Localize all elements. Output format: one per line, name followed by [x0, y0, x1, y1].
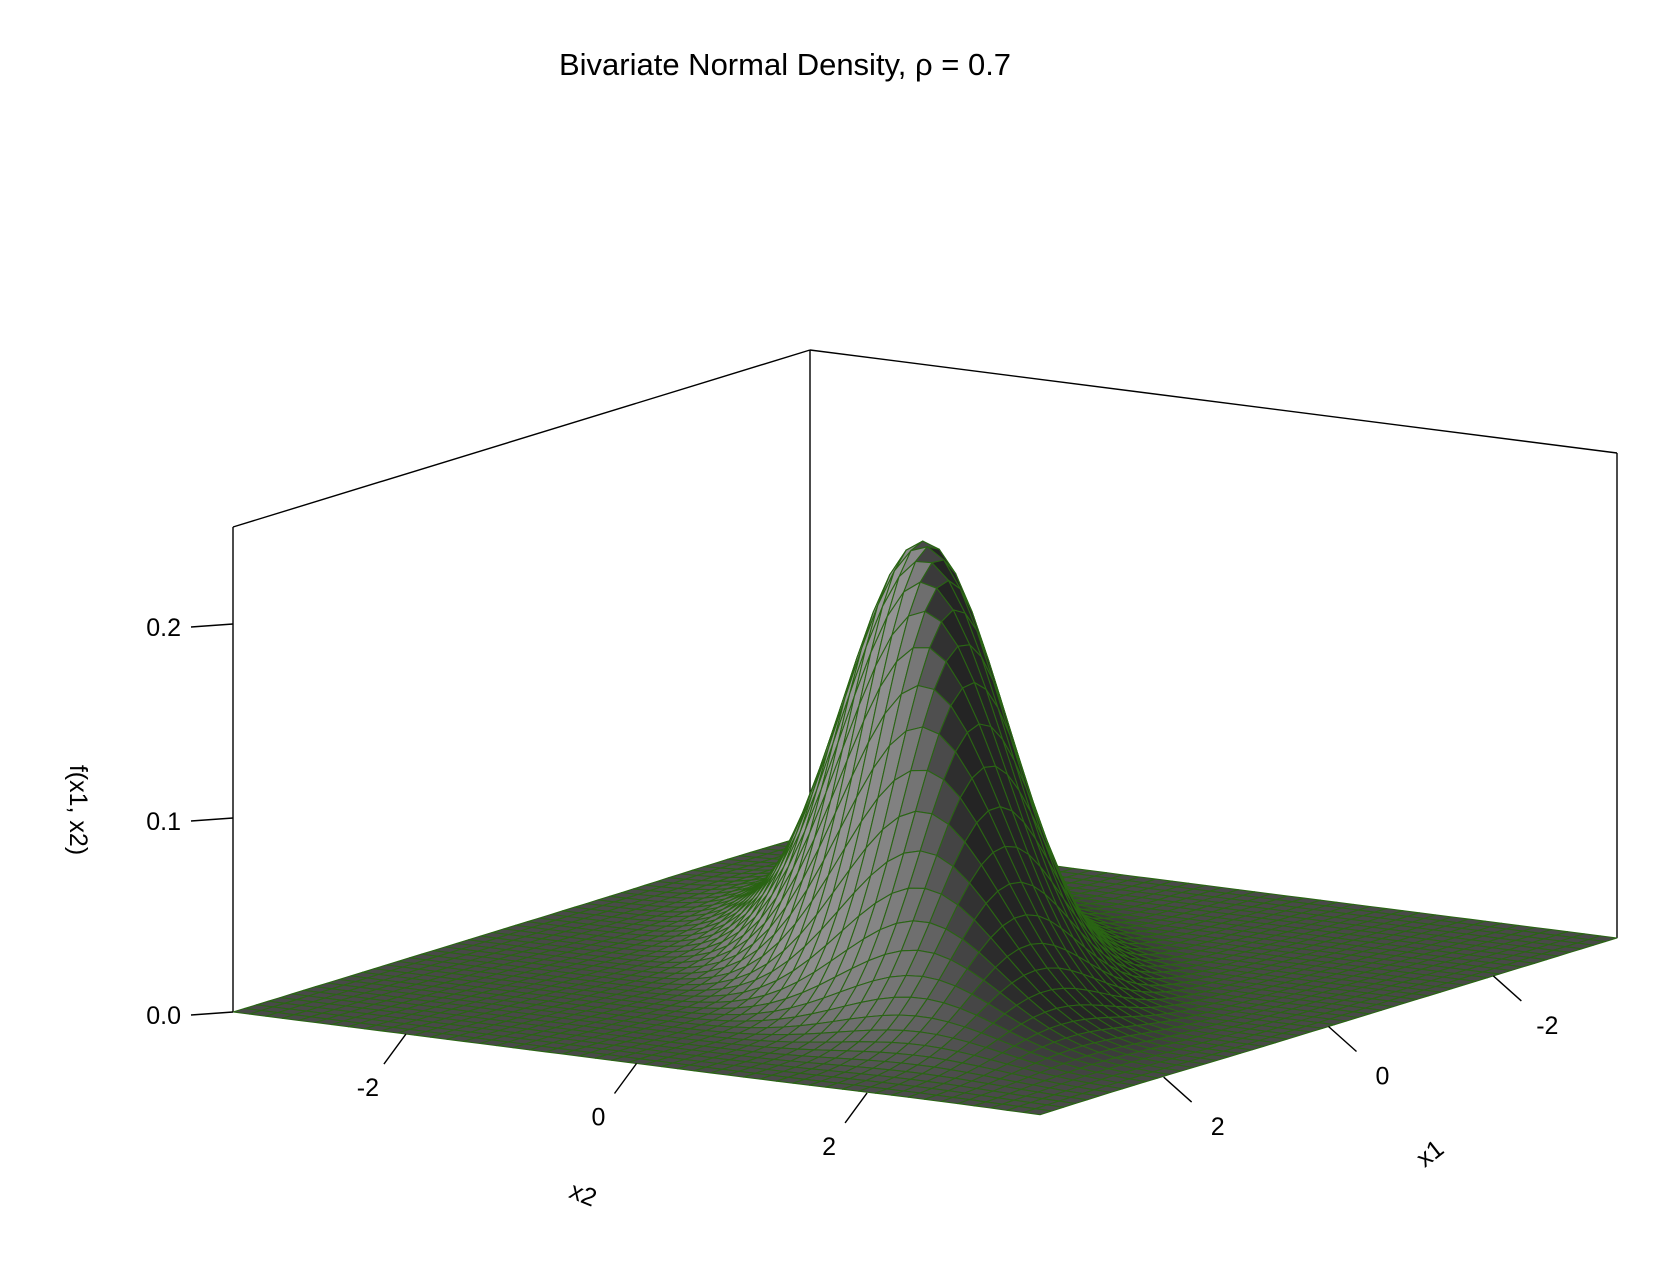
x2-tick-label-1: 0: [592, 1104, 606, 1132]
x1-tick-1: [1328, 1025, 1357, 1053]
z-tick-label-2: 0.2: [146, 614, 181, 642]
z-tick-0: [190, 1011, 234, 1016]
box-edge-1: [232, 349, 811, 528]
x1-tick-label-1: 0: [1376, 1063, 1390, 1091]
z-tick-2: [190, 623, 234, 628]
x2-tick-label-2: 2: [822, 1133, 836, 1161]
x1-tick-2: [1163, 1076, 1193, 1103]
z-axis-label: f(x1, x2): [64, 765, 92, 855]
plot-box-back: [232, 349, 1618, 1012]
surface-mesh: [232, 540, 1618, 1116]
x1-tick-0: [1492, 975, 1522, 1002]
x1-tick-label-0: -2: [1536, 1012, 1558, 1040]
x2-tick-label-0: -2: [357, 1074, 379, 1102]
z-tick-label-0: 0.0: [146, 1002, 181, 1030]
x1-axis-label: x1: [1411, 1135, 1449, 1173]
z-tick-1: [190, 817, 234, 822]
x2-axis-label: x2: [566, 1177, 601, 1213]
chart-title: Bivariate Normal Density, ρ = 0.7: [559, 47, 1011, 82]
z-tick-label-1: 0.1: [146, 808, 181, 836]
surface-facet: [1022, 1108, 1053, 1116]
box-edge-2: [809, 349, 1618, 454]
x1-tick-label-2: 2: [1211, 1113, 1225, 1141]
x2-tick-2: [844, 1092, 868, 1124]
axes: 0.0 0.1 0.2 -2 0 2 -2 0 2: [146, 614, 1558, 1161]
x2-tick-1: [613, 1063, 638, 1094]
x2-tick-0: [383, 1033, 407, 1065]
